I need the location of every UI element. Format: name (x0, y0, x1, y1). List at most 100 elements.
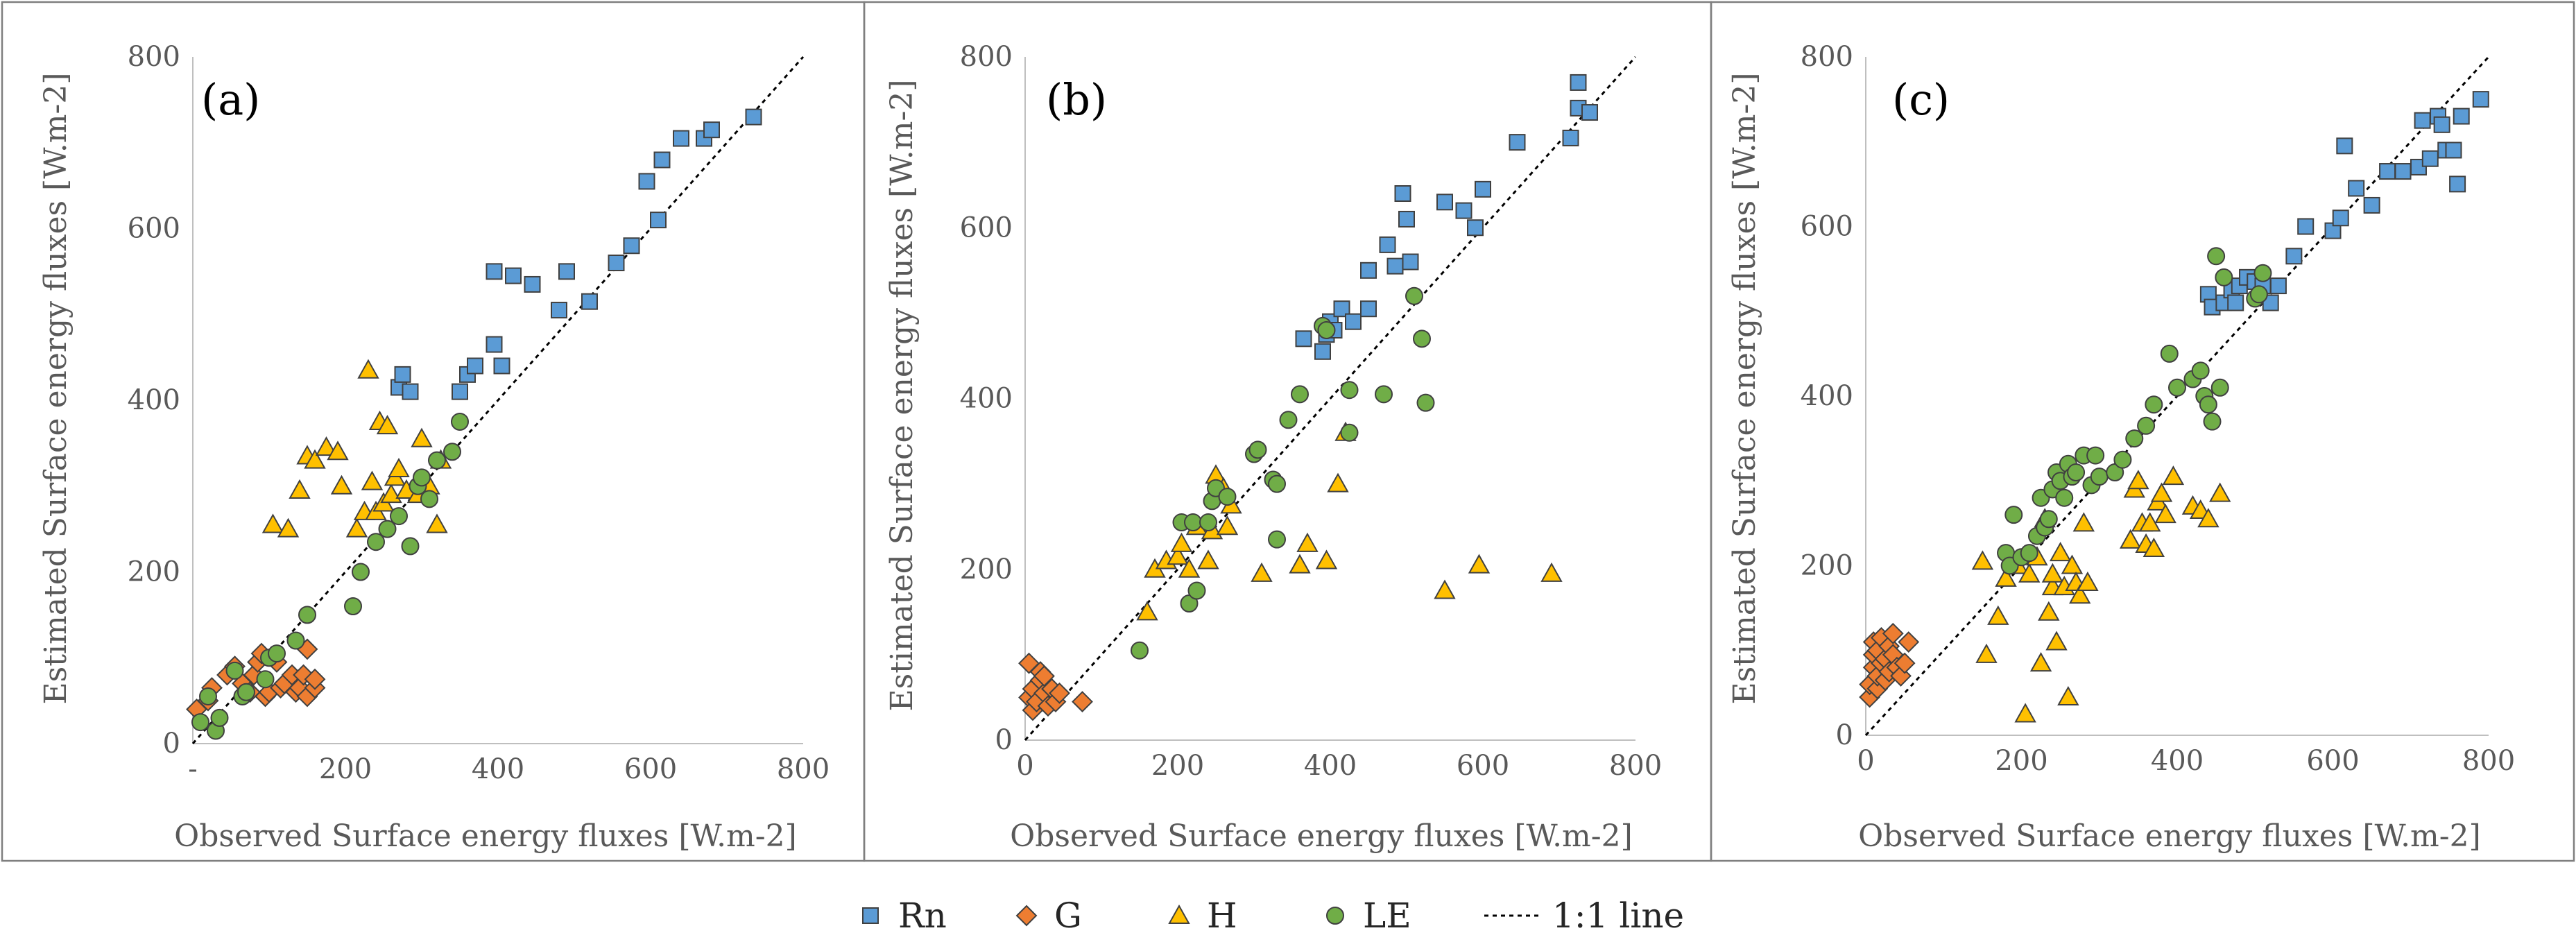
panel-c-le-point (2207, 247, 2226, 266)
panel-a-y-tick-label: 400 (128, 384, 180, 416)
panel-c-le-point (2199, 395, 2217, 414)
panel-c-rn-point (2332, 209, 2349, 227)
panel-a-le-point (428, 451, 446, 470)
panel-c-h-point (2139, 512, 2161, 532)
panel-c-x-tick-label: 800 (2462, 745, 2515, 777)
panel-c-le-point (2253, 264, 2272, 282)
panel-c-g-point (1898, 631, 1920, 653)
panel-c-rn-point (2379, 163, 2396, 180)
panel-b-y-tick-label: 400 (960, 383, 1013, 415)
panel-b-x-tick-label: 0 (1016, 750, 1033, 782)
panel-b-y-axis-title: Estimated Surface energy fluxes [W.m-2] (884, 80, 920, 712)
panel-b-rn-point (1562, 129, 1579, 146)
panel-c-h-point (2038, 601, 2060, 621)
panel-a-h-point (327, 440, 349, 461)
panel-c-h-point (2162, 465, 2185, 486)
panel-b-h-point (1178, 558, 1201, 578)
panel-a-le-point (237, 683, 255, 701)
legend-label: H (1207, 896, 1237, 936)
panel-a-le-point (367, 533, 385, 551)
panel-a-le-point (256, 670, 275, 689)
legend: Rn G H LE 1:1 line (862, 896, 1684, 936)
panel-b-x-tick-label: 800 (1609, 750, 1662, 782)
panel-a-h-point (345, 517, 368, 538)
panel-c-h-point (1987, 605, 2009, 625)
panel-a-rn-point (486, 263, 503, 280)
panel-b-label: (b) (1046, 74, 1107, 125)
panel-b-le-point (1268, 474, 1286, 493)
panel-a-x-tick-label: 600 (624, 753, 677, 785)
panel-b-rn-point (1360, 262, 1377, 279)
panel-b-h-point (1468, 554, 1491, 574)
panel-a-le-point (210, 708, 229, 727)
panel-a-le-point (344, 597, 362, 615)
panel-a-le-point (199, 687, 217, 705)
panel-b-h-point (1136, 601, 1158, 621)
panel-c-y-tick-label: 400 (1801, 380, 1853, 412)
panel-c: (c) Observed Surface energy fluxes [W.m-… (1710, 1, 2575, 862)
panel-b-le-point (1340, 381, 1359, 400)
panel-a-rn-point (650, 212, 667, 229)
panel-a-rn-point (551, 302, 567, 319)
panel-c-le-point (2020, 544, 2038, 563)
panel-a-y-tick-label: 200 (128, 556, 180, 588)
panel-c-rn-point (2336, 137, 2353, 155)
panel-b-le-point (1405, 286, 1423, 305)
panel-a-label: (a) (201, 74, 260, 125)
panel-a-y-tick-label: 0 (163, 728, 180, 760)
panel-a-rn-point (745, 108, 762, 126)
panel-b-rn-point (1475, 180, 1491, 198)
panel-a-le-point (451, 412, 469, 431)
legend-item-h: H (1168, 896, 1237, 936)
panel-b-rn-point (1379, 236, 1396, 253)
panel-a-rn-point (673, 130, 689, 147)
panel-c-g-point (1882, 622, 1904, 644)
panel-c-le-point (2113, 450, 2132, 469)
panel-b-le-point (1199, 513, 1217, 532)
panel-a-h-point (426, 513, 448, 533)
panel-c-h-point (2057, 685, 2079, 705)
panel-b-h-point (1327, 472, 1349, 492)
panel-b-h-point (1434, 579, 1456, 599)
panel-a-x-tick-label: 200 (319, 753, 372, 785)
panel-a-rn-point (653, 151, 671, 169)
panel-b-h-point (1197, 549, 1219, 569)
panel-c-le-point (2125, 429, 2144, 448)
panel-a-y-axis-title: Estimated Surface energy fluxes [W.m-2] (38, 73, 74, 705)
panel-b-le-point (1184, 513, 1202, 532)
panel-a-le-point (225, 661, 244, 680)
panel-b-x-tick-label: 600 (1457, 750, 1509, 782)
panel-c-h-point (1971, 550, 1994, 570)
panel-c-rn-point (2453, 108, 2470, 125)
panel-a-rn-point (394, 366, 411, 383)
panel-c-series-g (1859, 622, 1920, 708)
panel-a-h-point (330, 474, 353, 495)
panel-c-le-point (2086, 446, 2105, 465)
panel-c-h-point (2018, 563, 2041, 583)
panel-c-le-point (2215, 268, 2233, 286)
panel-a-le-point (298, 606, 316, 624)
panel-c-h-point (2061, 554, 2084, 574)
panel-b-rn-point (1295, 330, 1312, 348)
panel-c-plot-area: 0 200 400 600 800 0 200 400 600 800 (1801, 41, 2516, 777)
panel-a-le-point (413, 468, 431, 487)
panel-c-le-point (2004, 506, 2023, 524)
panel-a-le-point (420, 490, 438, 508)
panel-c-rn-point (2445, 142, 2462, 159)
panel-c-rn-point (2394, 163, 2412, 180)
panel-a: (a) Observed Surface energy fluxes [W.m-… (1, 1, 866, 862)
panel-a-g-point (304, 668, 326, 690)
panel-a-rn-point (452, 383, 468, 400)
panel-a-le-point (268, 644, 286, 663)
panel-b-rn-point (1581, 104, 1598, 121)
panel-b-rn-point (1314, 343, 1331, 360)
panel-a-h-point (388, 457, 410, 477)
panel-c-rn-point (2472, 91, 2489, 108)
panel-b-x-axis-title: Observed Surface energy fluxes [W.m-2] (1010, 819, 1633, 854)
panel-b-rn-point (1509, 134, 1526, 151)
panel-c-h-point (2068, 584, 2091, 604)
panel-c-h-point (2072, 512, 2095, 532)
panel-a-rn-point (703, 121, 720, 139)
panel-b-y-tick-label: 200 (960, 554, 1013, 585)
